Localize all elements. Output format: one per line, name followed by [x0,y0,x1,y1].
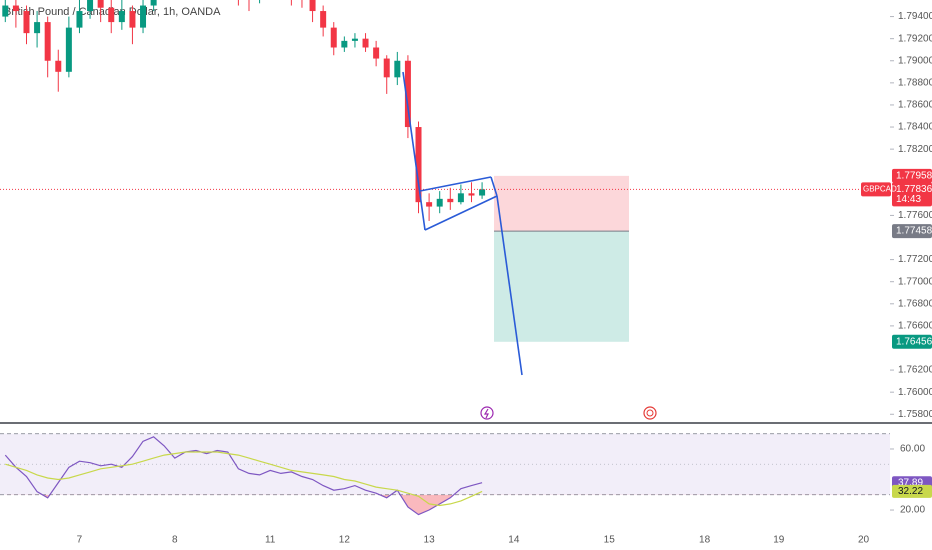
x-tick-label: 15 [604,535,616,546]
candle-body [426,202,433,207]
rsi-tick-label: 20.00 [900,505,925,516]
candle-body [457,193,464,203]
candle-body [309,0,316,12]
candle-body [76,11,83,28]
x-tick-label: 14 [508,535,520,546]
wedge-upper [419,176,492,192]
target-price-label-bg [892,334,932,349]
candle-body [97,0,104,8]
symbol-tag: GBPCAD [863,184,897,193]
axes: 1.79400 1.79200 1.79000 1.78800 1.78600 1.784… [77,11,932,546]
candle-body [447,198,454,203]
icons [480,406,657,420]
stop-zone [494,175,629,232]
candle-body [341,40,348,48]
rsi-oversold-fill [5,494,885,515]
x-tick-label: 18 [699,535,711,546]
last-price-bg [892,182,932,207]
y-tick-label: 1.78800 [898,77,932,88]
candle-body [436,198,443,207]
candle-body [351,38,358,41]
candle-body [415,127,422,203]
candle-body [65,27,72,72]
y-tick-label: 1.76800 [898,298,932,309]
x-tick-label: 11 [265,535,276,546]
event-icon-inner [646,409,654,417]
y-tick-label: 1.79000 [898,55,932,66]
y-tick-label: 1.78400 [898,122,932,133]
wedge-edge [490,176,498,197]
x-tick-label: 8 [172,535,178,546]
y-tick-label: 1.77200 [898,254,932,265]
candle-body [479,189,486,196]
candle-body [118,11,125,23]
candle-body [373,47,380,59]
candle-body [330,27,337,48]
candle-body [108,7,115,23]
y-tick-label: 1.78200 [898,144,932,155]
pattern-drawing [402,71,523,376]
event-icon-bolt [483,408,489,419]
x-tick-label: 7 [77,535,83,546]
y-tick-label: 1.79200 [898,33,932,44]
y-tick-label: 1.79400 [898,11,932,22]
target-zone [494,231,629,342]
last-price-label: 1.77836 [896,184,932,195]
candle-body [320,11,327,28]
candle-body [140,5,147,28]
rsi-line [4,436,483,516]
candle-body [87,0,94,12]
candle-body [383,58,390,78]
x-tick-label: 20 [858,535,870,546]
projection [496,195,523,376]
rsi-value-label: 32.22 [898,486,923,497]
candle-body [362,38,369,48]
wedge-lower [424,195,498,231]
x-tick-label: 19 [773,535,785,546]
symbol-tag-bg [861,182,891,197]
rsi-pane [0,433,890,516]
y-tick-label: 1.78600 [898,100,932,111]
candle-body [2,5,9,17]
countdown-label: 14:43 [896,194,921,205]
price-pane [0,0,890,342]
candle-body [55,60,62,72]
candle-body [34,22,41,34]
y-tick-label: 1.76000 [898,387,932,398]
candle-body [44,22,51,61]
rsi-line [5,451,483,507]
candle-body [23,11,30,34]
target-price-label: 1.76456 [896,336,932,347]
entry-price-label-bg [892,224,932,239]
stop-price-label: 1.77958 [896,171,932,182]
y-tick-label: 1.76600 [898,321,932,332]
y-tick-label: 1.77600 [898,210,932,221]
x-tick-label: 12 [339,535,351,546]
flagpole [402,71,426,231]
rsi-value-bg [892,484,932,498]
stop-price-label-bg [892,168,932,183]
candle-body [150,0,157,6]
candle-body [129,11,136,28]
rsi-value-label: 37.89 [898,477,923,488]
y-tick-label: 1.76200 [898,365,932,376]
event-icon[interactable] [480,406,494,420]
x-tick-label: 13 [424,535,436,546]
candle-body [394,60,401,78]
y-tick-label: 1.77000 [898,276,932,287]
event-icon[interactable] [643,406,657,420]
candle-body [468,193,475,196]
candle-body [12,5,19,12]
rsi-tick-label: 60.00 [900,444,925,455]
entry-price-label: 1.77458 [896,226,932,237]
candle-body [404,60,411,128]
y-tick-label: 1.75800 [898,409,932,420]
